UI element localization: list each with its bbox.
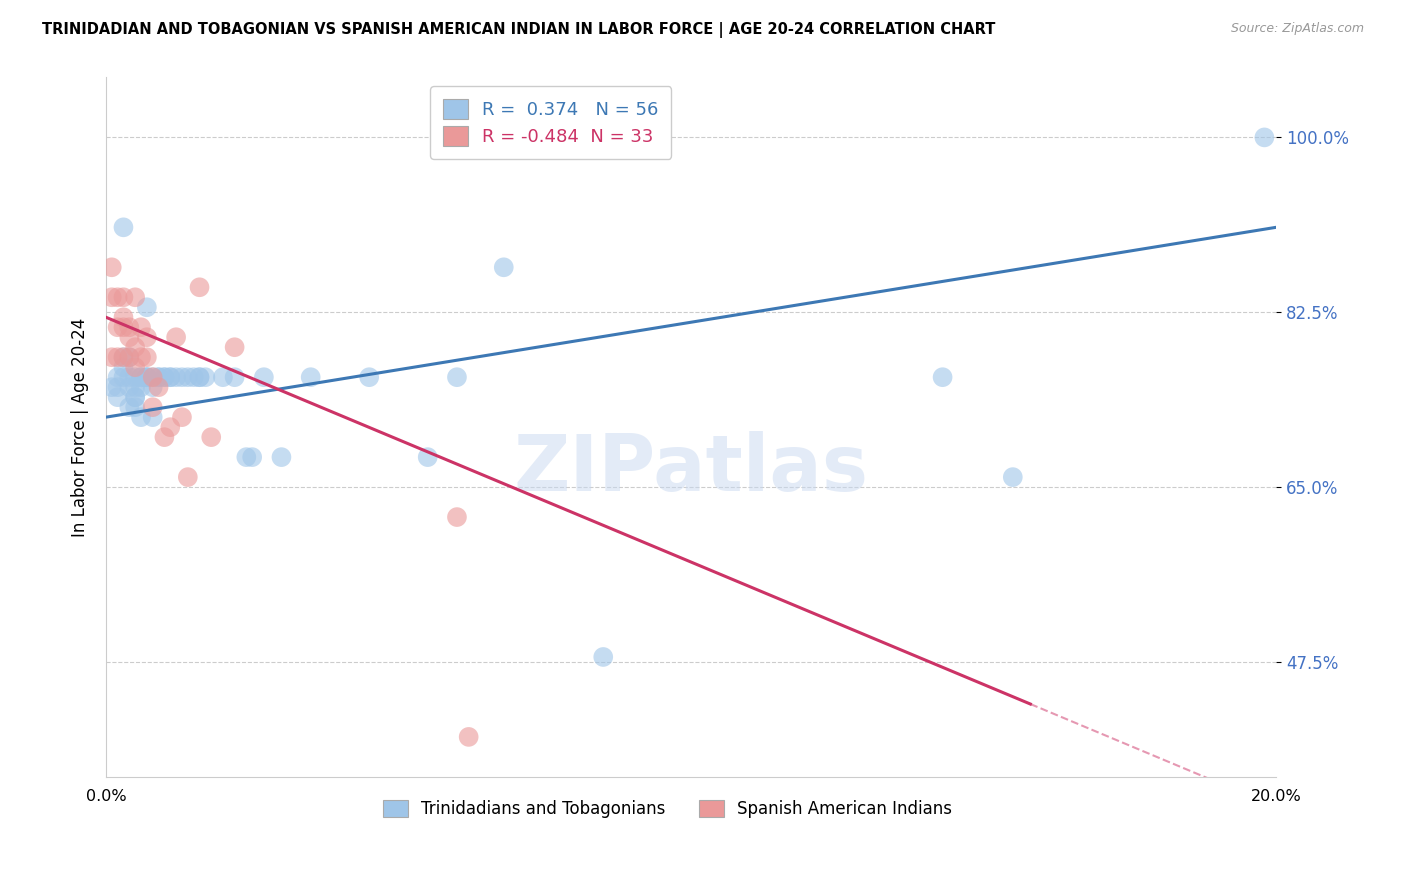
Point: [118, 370, 141, 384]
Point: [153, 430, 176, 444]
Point: [135, 330, 157, 344]
Point: [592, 650, 614, 665]
Point: [170, 370, 193, 384]
Point: [457, 730, 479, 744]
Point: [148, 370, 170, 384]
Point: [129, 380, 152, 394]
Point: [112, 290, 135, 304]
Point: [159, 370, 181, 384]
Point: [135, 370, 157, 384]
Point: [118, 350, 141, 364]
Point: [100, 380, 122, 394]
Point: [135, 350, 157, 364]
Text: ZIPatlas: ZIPatlas: [513, 431, 869, 508]
Text: 0.0%: 0.0%: [86, 789, 127, 804]
Point: [212, 370, 235, 384]
Point: [194, 370, 217, 384]
Point: [129, 350, 152, 364]
Point: [124, 290, 146, 304]
Point: [129, 320, 152, 334]
Point: [107, 390, 129, 404]
Point: [118, 320, 141, 334]
Point: [159, 420, 181, 434]
Point: [148, 370, 170, 384]
Point: [112, 350, 135, 364]
Point: [446, 370, 468, 384]
Point: [107, 350, 129, 364]
Point: [100, 290, 122, 304]
Point: [112, 220, 135, 235]
Point: [177, 470, 200, 484]
Point: [100, 260, 122, 275]
Text: 20.0%: 20.0%: [1251, 789, 1302, 804]
Point: [416, 450, 439, 464]
Point: [235, 450, 257, 464]
Point: [135, 370, 157, 384]
Point: [142, 410, 165, 425]
Point: [135, 370, 157, 384]
Point: [118, 330, 141, 344]
Point: [153, 370, 176, 384]
Text: Source: ZipAtlas.com: Source: ZipAtlas.com: [1230, 22, 1364, 36]
Point: [153, 370, 176, 384]
Point: [124, 400, 146, 414]
Point: [188, 370, 211, 384]
Point: [1001, 470, 1024, 484]
Point: [253, 370, 276, 384]
Point: [124, 390, 146, 404]
Point: [142, 380, 165, 394]
Point: [170, 410, 193, 425]
Point: [359, 370, 381, 384]
Point: [107, 320, 129, 334]
Point: [931, 370, 953, 384]
Point: [112, 360, 135, 375]
Point: [165, 370, 187, 384]
Point: [112, 320, 135, 334]
Point: [107, 380, 129, 394]
Point: [188, 370, 211, 384]
Point: [112, 310, 135, 325]
Point: [200, 430, 222, 444]
Text: TRINIDADIAN AND TOBAGONIAN VS SPANISH AMERICAN INDIAN IN LABOR FORCE | AGE 20-24: TRINIDADIAN AND TOBAGONIAN VS SPANISH AM…: [42, 22, 995, 38]
Point: [1253, 130, 1275, 145]
Point: [124, 390, 146, 404]
Point: [224, 340, 246, 354]
Point: [100, 350, 122, 364]
Point: [124, 340, 146, 354]
Point: [107, 370, 129, 384]
Point: [118, 380, 141, 394]
Point: [135, 300, 157, 314]
Point: [118, 400, 141, 414]
Point: [270, 450, 292, 464]
Point: [142, 400, 165, 414]
Point: [129, 370, 152, 384]
Point: [159, 370, 181, 384]
Point: [112, 370, 135, 384]
Y-axis label: In Labor Force | Age 20-24: In Labor Force | Age 20-24: [72, 318, 89, 537]
Point: [165, 330, 187, 344]
Point: [129, 410, 152, 425]
Point: [124, 380, 146, 394]
Point: [188, 280, 211, 294]
Point: [240, 450, 263, 464]
Point: [183, 370, 205, 384]
Point: [224, 370, 246, 384]
Point: [299, 370, 322, 384]
Point: [124, 370, 146, 384]
Point: [446, 510, 468, 524]
Point: [142, 370, 165, 384]
Point: [124, 360, 146, 375]
Point: [492, 260, 515, 275]
Point: [107, 290, 129, 304]
Point: [177, 370, 200, 384]
Legend: Trinidadians and Tobagonians, Spanish American Indians: Trinidadians and Tobagonians, Spanish Am…: [377, 793, 959, 824]
Point: [129, 370, 152, 384]
Point: [148, 380, 170, 394]
Point: [118, 350, 141, 364]
Point: [142, 370, 165, 384]
Point: [112, 350, 135, 364]
